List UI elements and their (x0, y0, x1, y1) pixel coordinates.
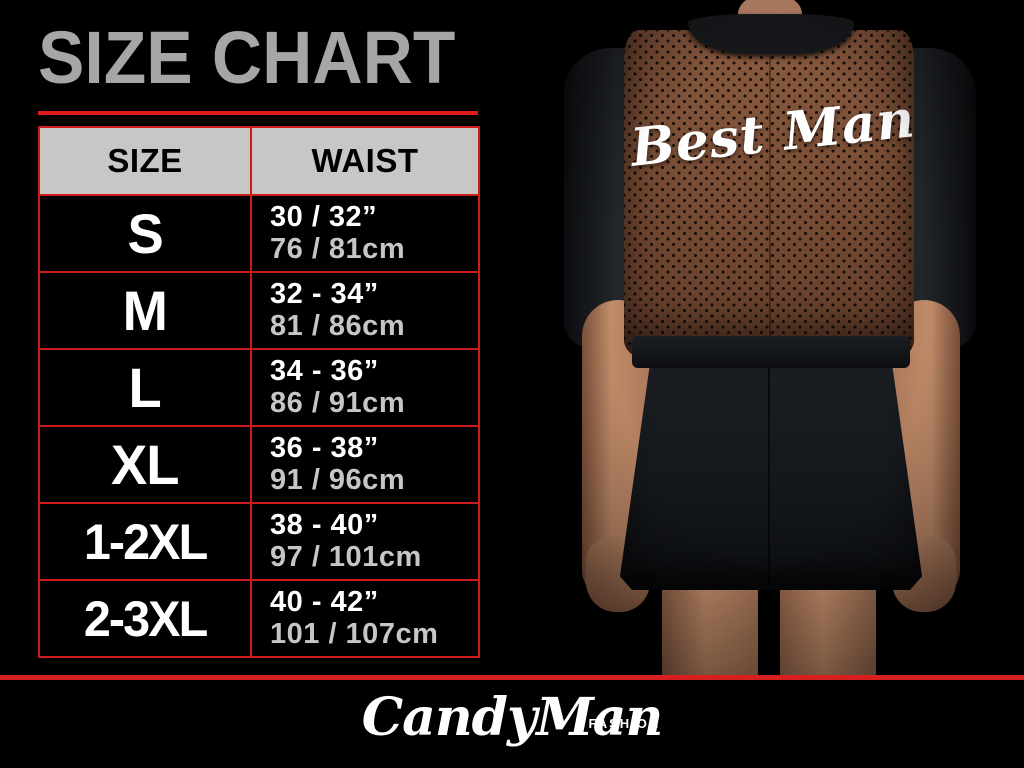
table-row: M 32 - 34” 81 / 86cm (38, 271, 480, 350)
photo-illustration: Best Man (512, 0, 1024, 676)
skirt-garment (620, 362, 922, 590)
waist-cm: 86 / 91cm (270, 386, 406, 419)
waist-inches: 34 - 36” (270, 354, 379, 387)
cell-waist: 40 - 42” 101 / 107cm (250, 579, 480, 658)
mesh-shirt-back (624, 30, 914, 360)
page-title: SIZE CHART (38, 16, 456, 99)
footer: CandyMan FASHION (0, 680, 1024, 768)
cell-waist: 38 - 40” 97 / 101cm (250, 502, 480, 581)
brand-name: CandyMan FASHION (361, 687, 664, 748)
table-row: 1-2XL 38 - 40” 97 / 101cm (38, 502, 480, 581)
waist-inches: 30 / 32” (270, 200, 378, 233)
shirt-center-seam (769, 56, 771, 341)
column-header-size: SIZE (38, 126, 252, 196)
column-header-waist: WAIST (250, 126, 480, 196)
cell-size: 2-3XL (38, 579, 252, 658)
waist-cm: 97 / 101cm (270, 540, 422, 573)
waist-cm: 91 / 96cm (270, 463, 406, 496)
product-photo: Best Man (512, 0, 1024, 676)
waist-cm: 76 / 81cm (270, 232, 406, 265)
cell-waist: 32 - 34” 81 / 86cm (250, 271, 480, 350)
brand-sub-text: FASHION (588, 716, 661, 731)
size-label: M (122, 278, 168, 342)
waist-inches: 32 - 34” (270, 277, 379, 310)
table-row: 2-3XL 40 - 42” 101 / 107cm (38, 579, 480, 658)
size-chart-panel: SIZE CHART SIZE WAIST S 30 / 32” (0, 0, 520, 676)
size-label: 2-3XL (83, 590, 208, 647)
waist-cm: 81 / 86cm (270, 309, 406, 342)
table-row: L 34 - 36” 86 / 91cm (38, 348, 480, 427)
skirt-center-seam (768, 364, 770, 586)
footer-divider (0, 675, 1024, 680)
waist-inches: 38 - 40” (270, 508, 379, 541)
cell-waist: 30 / 32” 76 / 81cm (250, 194, 480, 273)
cell-waist: 36 - 38” 91 / 96cm (250, 425, 480, 504)
cell-size: 1-2XL (38, 502, 252, 581)
size-label: L (128, 355, 162, 419)
size-table: SIZE WAIST S 30 / 32” 76 / 81cm M (38, 126, 480, 658)
table-row: S 30 / 32” 76 / 81cm (38, 194, 480, 273)
size-label: XL (111, 432, 179, 496)
cell-size: S (38, 194, 252, 273)
shirt-collar (688, 14, 854, 54)
table-row: XL 36 - 38” 91 / 96cm (38, 425, 480, 504)
skirt-waistband (632, 336, 910, 368)
table-header-row: SIZE WAIST (38, 126, 480, 196)
size-label: S (127, 201, 163, 265)
cell-size: M (38, 271, 252, 350)
brand-logo: CandyMan FASHION (0, 688, 1024, 748)
cell-size: L (38, 348, 252, 427)
cell-size: XL (38, 425, 252, 504)
brand-name-text: CandyMan (361, 687, 664, 748)
waist-inches: 40 - 42” (270, 585, 379, 618)
cell-waist: 34 - 36” 86 / 91cm (250, 348, 480, 427)
waist-cm: 101 / 107cm (270, 617, 439, 650)
title-divider (38, 111, 478, 115)
waist-inches: 36 - 38” (270, 431, 379, 464)
size-label: 1-2XL (83, 513, 208, 570)
